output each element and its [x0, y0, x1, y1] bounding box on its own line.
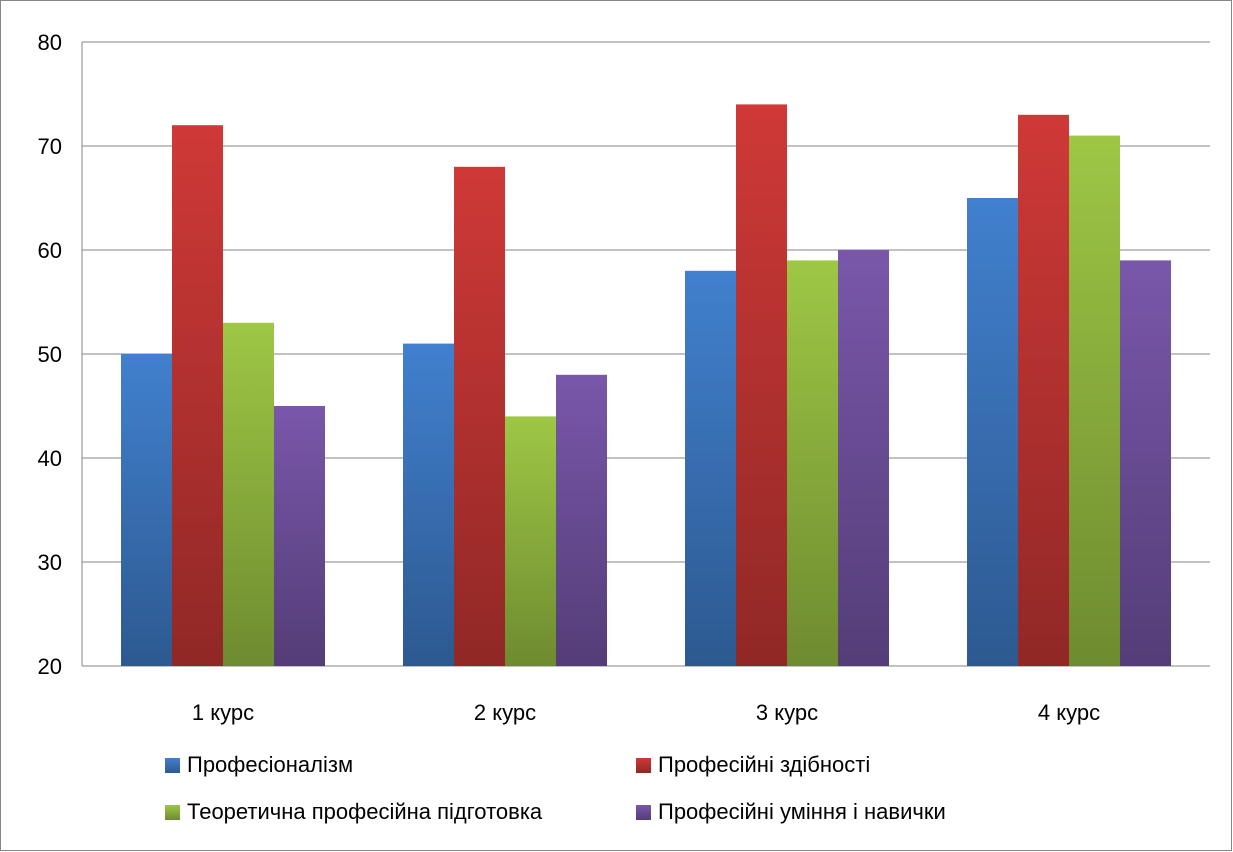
- bar: [1120, 260, 1171, 666]
- bar: [121, 354, 172, 666]
- legend: Професіоналізм Професійні здібності Теорет…: [165, 752, 946, 824]
- legend-swatch: [165, 805, 180, 820]
- legend-swatch: [636, 758, 651, 773]
- legend-swatch: [165, 758, 180, 773]
- y-tick-label: 50: [38, 342, 62, 367]
- bar: [967, 198, 1018, 666]
- x-tick-label: 3 курс: [756, 700, 818, 725]
- axes: 20 30 40 50 60 70 80 1 курс 2 курс 3 курс 4 курс: [38, 30, 1101, 725]
- bar: [454, 166, 505, 667]
- y-tick-label: 30: [38, 550, 62, 575]
- bar: [838, 250, 889, 666]
- x-tick-label: 4 курс: [1038, 700, 1100, 725]
- bar: [1069, 135, 1120, 667]
- bar: [505, 416, 556, 666]
- bar: [223, 322, 274, 666]
- bar: [403, 343, 454, 666]
- x-tick-label: 1 курс: [192, 700, 254, 725]
- y-tick-label: 80: [38, 30, 62, 55]
- bar: [172, 125, 223, 666]
- bar: [274, 406, 325, 666]
- y-tick-label: 20: [38, 654, 62, 679]
- x-tick-label: 2 курс: [474, 700, 536, 725]
- legend-label: Професійні уміння і навички: [658, 799, 946, 824]
- legend-swatch: [636, 805, 651, 820]
- legend-label: Теоретична професійна підготовка: [187, 799, 543, 824]
- legend-label: Професіоналізм: [187, 752, 353, 777]
- bar: [787, 260, 838, 666]
- bars: [121, 104, 1171, 667]
- y-tick-label: 40: [38, 446, 62, 471]
- y-tick-label: 70: [38, 134, 62, 159]
- bar: [736, 104, 787, 666]
- bar: [556, 374, 607, 666]
- bar: [1018, 114, 1069, 667]
- legend-label: Професійні здібності: [658, 752, 870, 777]
- bar: [685, 270, 736, 666]
- y-tick-label: 60: [38, 238, 62, 263]
